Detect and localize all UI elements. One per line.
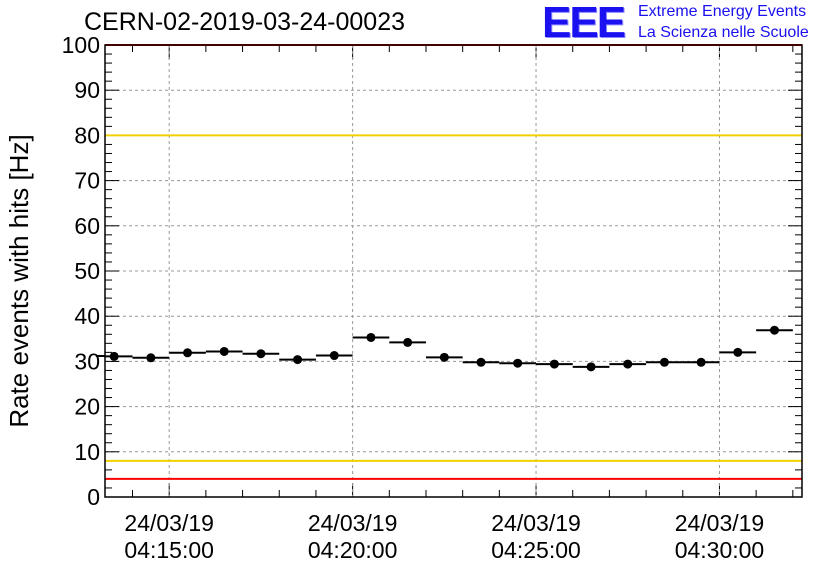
x-tick-time-label: 04:20:00 [308, 537, 398, 563]
x-tick-date-label: 24/03/19 [491, 510, 581, 536]
data-point [329, 351, 339, 361]
y-tick-label: 100 [62, 32, 100, 58]
data-point [696, 357, 706, 367]
y-tick-label: 10 [74, 439, 100, 465]
x-tick-date-label: 24/03/19 [124, 510, 214, 536]
y-tick-label: 0 [87, 484, 100, 510]
run-title: CERN-02-2019-03-24-00023 [84, 8, 406, 36]
data-point [366, 332, 376, 342]
data-point [293, 355, 303, 365]
data-point [769, 325, 779, 335]
y-axis-title: Rate events with hits [Hz] [4, 134, 34, 427]
x-tick-date-label: 24/03/19 [308, 510, 398, 536]
eee-logo: EEE [542, 0, 626, 47]
y-tick-label: 40 [74, 303, 100, 329]
data-point [256, 349, 266, 359]
x-tick-time-label: 04:15:00 [124, 537, 214, 563]
y-tick-label: 30 [74, 348, 100, 374]
plot-frame [104, 44, 803, 498]
data-point [733, 347, 743, 357]
y-tick-label: 70 [74, 168, 100, 194]
data-point [183, 348, 193, 358]
data-point [513, 358, 523, 368]
project-subtitle: La Scienza nelle Scuole [638, 24, 809, 41]
project-name: Extreme Energy Events [638, 3, 807, 20]
data-point [476, 357, 486, 367]
data-point [586, 362, 596, 372]
y-tick-label: 90 [74, 77, 100, 103]
data-point [403, 337, 413, 347]
y-tick-label: 60 [74, 213, 100, 239]
y-tick-label: 20 [74, 394, 100, 420]
data-point [659, 357, 669, 367]
x-tick-time-label: 04:25:00 [491, 537, 581, 563]
data-point [109, 351, 119, 361]
data-point [146, 353, 156, 363]
data-point [549, 359, 559, 369]
y-tick-label: 80 [74, 122, 100, 148]
x-tick-time-label: 04:30:00 [675, 537, 765, 563]
x-tick-date-label: 24/03/19 [675, 510, 765, 536]
data-point [219, 346, 229, 356]
y-tick-label: 50 [74, 258, 100, 284]
data-point [623, 359, 633, 369]
data-point [439, 352, 449, 362]
